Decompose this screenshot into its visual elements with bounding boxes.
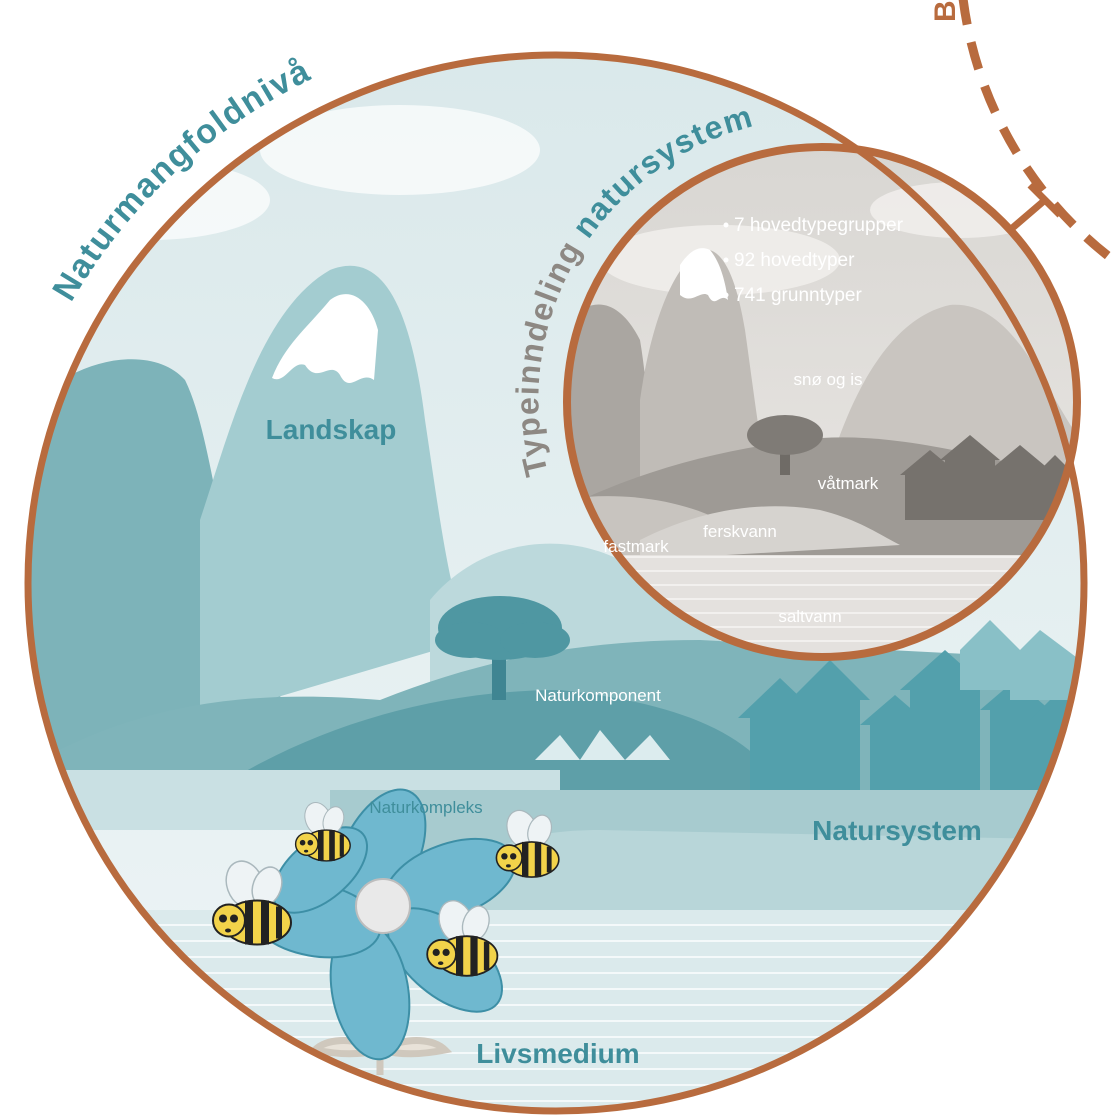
inner-label: snø og is [794, 370, 863, 389]
outer-label: Naturkompleks [369, 798, 482, 817]
outer-label: Naturkomponent [535, 686, 661, 705]
list-item: 741 grunntyper [734, 285, 862, 306]
partial-title: Bo [929, 0, 962, 22]
inner-label: saltvann [778, 607, 841, 626]
outer-label: Landskap [266, 414, 397, 445]
outer-label: Livsmedium [476, 1038, 639, 1069]
inner-label: fastmark [603, 537, 669, 556]
list-item: 7 hovedtypegrupper [734, 215, 904, 236]
outer-label: Natursystem [812, 815, 982, 846]
illustration: Naturmangfoldnivå Typeinndelingnatursyst… [0, 0, 1113, 1115]
inner-label: våtmark [818, 474, 879, 493]
inner-label: ferskvann [703, 522, 777, 541]
page: {"outer_title": "Naturmangfoldnivå", "in… [0, 0, 1113, 1115]
connector [1010, 200, 1045, 230]
list-item: 92 hovedtyper [734, 250, 855, 271]
